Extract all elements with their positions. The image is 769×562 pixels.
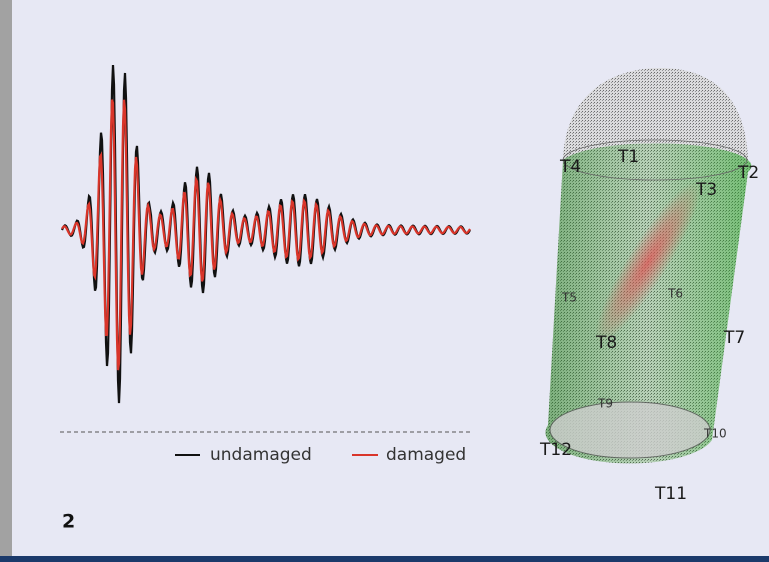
- cylinder-model: [545, 68, 751, 463]
- page: {"figure": {"number": "2", "legend": ["u…: [0, 0, 769, 562]
- sensor-label: T4: [559, 157, 581, 177]
- legend-label: damaged: [386, 445, 466, 465]
- figure: undamaged damaged T1 T2 T3 T4 T5 T6 T7 T…: [0, 0, 769, 562]
- sensor-label: T12: [539, 440, 572, 460]
- sensor-label: T5: [561, 291, 577, 305]
- bottom-bar: [0, 556, 769, 562]
- sensor-label: T2: [737, 163, 759, 183]
- sensor-label: T8: [595, 333, 617, 353]
- sensor-label: T9: [597, 397, 613, 411]
- sensor-label: T7: [723, 328, 745, 348]
- sensor-label: T11: [654, 484, 687, 504]
- side-bar: [0, 0, 12, 556]
- sensor-label: T6: [667, 287, 683, 301]
- legend-label: undamaged: [210, 445, 312, 465]
- bottom-face: [550, 402, 710, 458]
- figure-number: 2: [62, 511, 75, 533]
- waveform-plot: [62, 65, 470, 403]
- sensor-label: T3: [695, 180, 717, 200]
- sensor-label: T1: [617, 147, 639, 167]
- sensor-label: T10: [703, 427, 727, 441]
